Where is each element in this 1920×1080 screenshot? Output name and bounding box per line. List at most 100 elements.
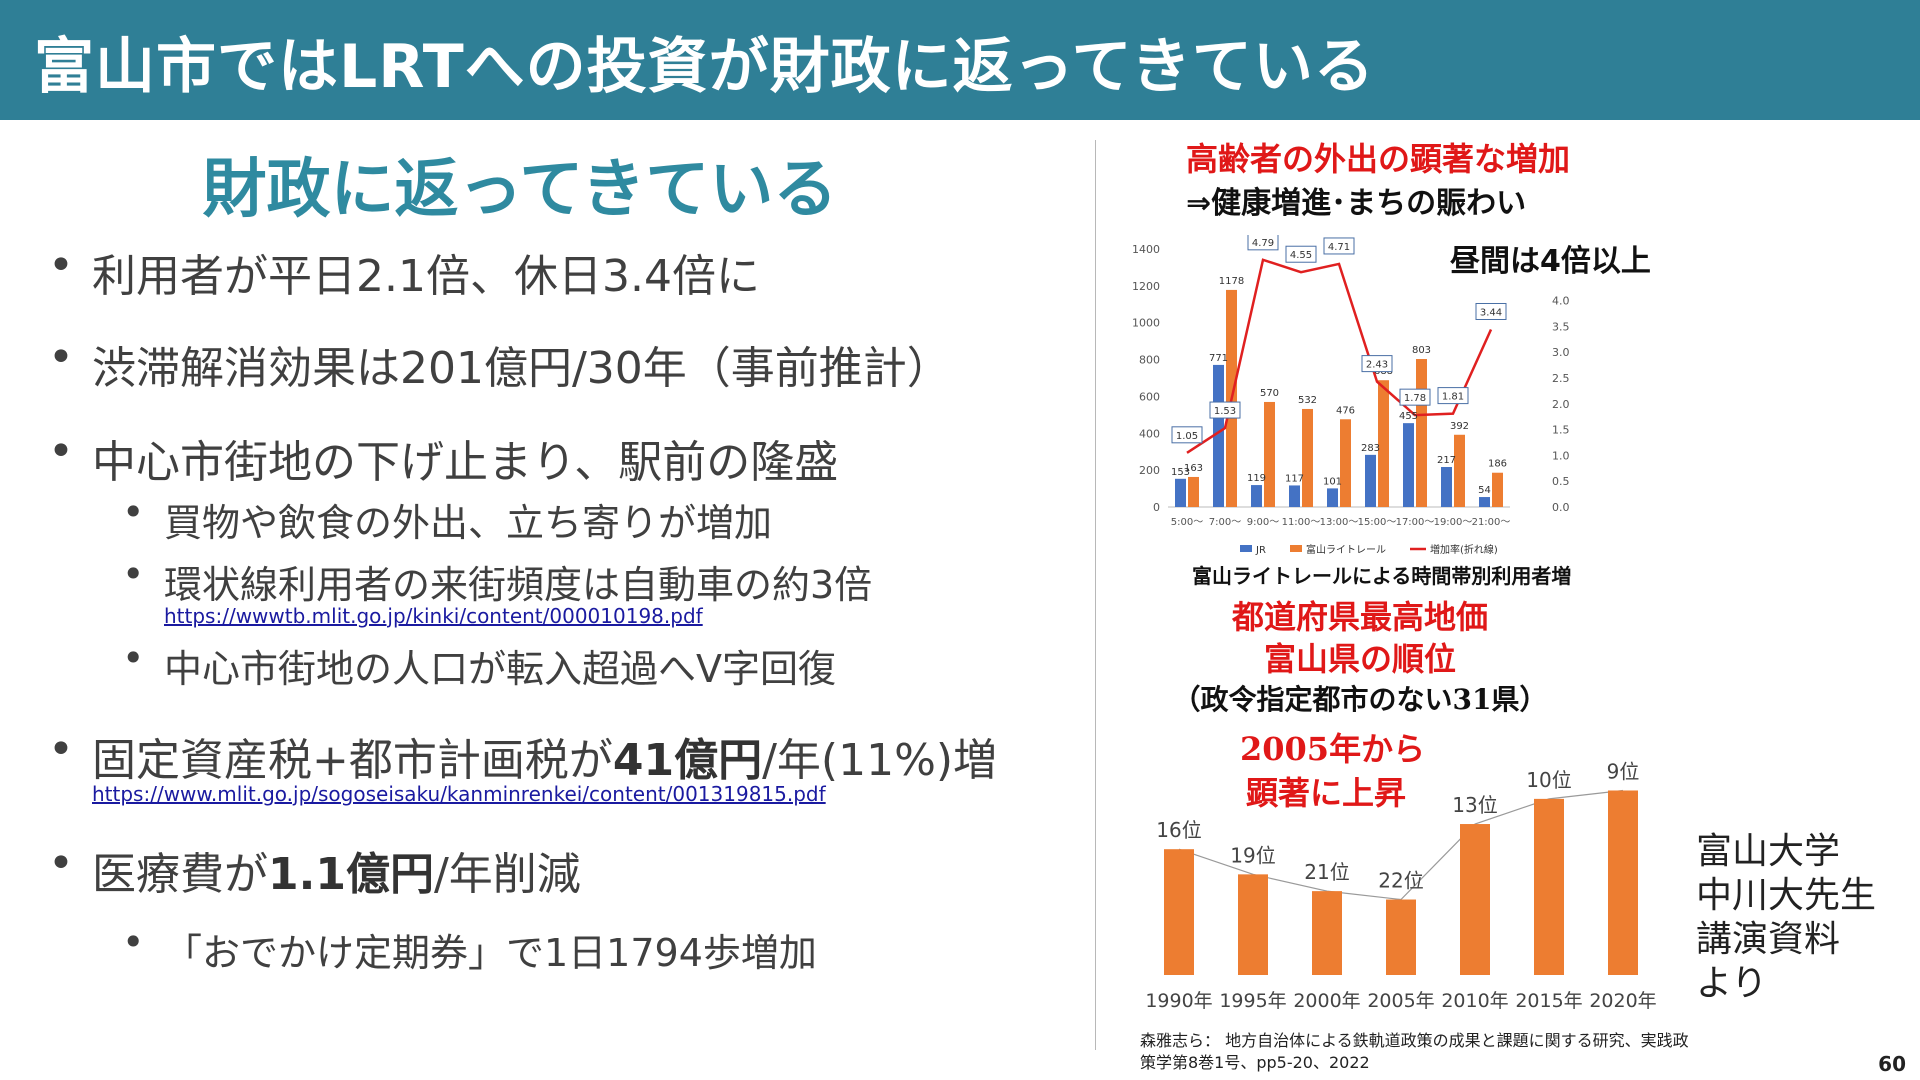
rank-value-label: 21位 [1304, 860, 1349, 884]
rank-value-label: 13位 [1452, 793, 1497, 817]
x-tick-label: 2015年 [1515, 990, 1582, 1012]
growth-rate-label: 3.44 [1480, 307, 1502, 318]
land-price-subtitle: 富山県の順位 [1263, 640, 1456, 678]
bar-light-rail [1416, 359, 1427, 507]
growth-rate-label: 4.55 [1290, 250, 1312, 261]
link-mlit-kanminrenkei[interactable]: https://www.mlit.go.jp/sogoseisaku/kanmi… [92, 782, 826, 806]
legend-label-jr: JR [1255, 545, 1266, 556]
y2-tick-label: 3.5 [1552, 320, 1570, 333]
rank-value-label: 9位 [1607, 759, 1640, 783]
legend-swatch-jr [1240, 545, 1252, 552]
sub-bullet-visit-frequency: • 環状線利用者の来街頻度は自動車の約3倍 [122, 552, 872, 609]
bullet-text: 中心市街地の人口が転入超過へV字回復 [164, 647, 836, 691]
y2-tick-label: 0.5 [1552, 475, 1570, 488]
rank-value-label: 19位 [1230, 843, 1275, 867]
growth-rate-box [1475, 302, 1507, 320]
bullet-ridership: • 利用者が平日2.1倍、休日3.4倍に [48, 240, 760, 304]
bar-jr [1251, 485, 1262, 507]
bullet-text: 利用者が平日2.1倍、休日3.4倍に [92, 251, 760, 302]
bar-light-rail [1340, 419, 1351, 507]
land-price-rank-chart: 16位 1990年 19位 1995年 21位 2000年 22位 2005年 13位 2010年… [1145, 759, 1656, 1012]
bullet-text: 固定資産税+都市計画税が [92, 735, 613, 786]
rank-bar [1608, 790, 1638, 975]
x-tick-label: 1990年 [1145, 990, 1212, 1012]
y-tick-label: 1200 [1132, 280, 1160, 293]
x-tick-label: 7:00～ [1209, 517, 1241, 528]
jr-value-label: 117 [1285, 473, 1304, 484]
y2-tick-label: 3.0 [1552, 346, 1570, 359]
rank-value-label: 16位 [1156, 818, 1201, 842]
growth-rate-label: 4.71 [1328, 242, 1350, 253]
daytime-note: 昼間は4倍以上 [1446, 236, 1655, 280]
x-tick-label: 1995年 [1219, 990, 1286, 1012]
y-tick-label: 200 [1139, 464, 1160, 477]
bar-jr [1175, 478, 1186, 507]
rank-bar [1386, 899, 1416, 975]
bar-jr [1403, 423, 1414, 507]
health-heading: ⇒健康増進･まちの賑わい [1186, 186, 1527, 221]
growth-rate-label: 1.78 [1404, 393, 1426, 404]
bullet-dot: • [48, 240, 74, 291]
bullet-property-tax: • 固定資産税+都市計画税が41億円/年(11%)増 [48, 724, 997, 788]
jr-value-label: 54 [1478, 485, 1491, 496]
y-tick-label: 400 [1139, 427, 1160, 440]
growth-rate-box [1361, 355, 1393, 373]
credit-line: 富山大学 [1696, 831, 1841, 872]
growth-rate-box [1285, 245, 1317, 263]
bar-light-rail [1454, 434, 1465, 507]
credit-line: 講演資料 [1696, 919, 1841, 960]
bullet-dot: • [122, 920, 145, 964]
light-rail-value-label: 803 [1412, 345, 1431, 356]
rank-bar [1164, 849, 1194, 975]
x-tick-label: 21:00～ [1472, 517, 1511, 528]
x-tick-label: 5:00～ [1171, 517, 1203, 528]
elderly-outing-heading: 高齢者の外出の顕著な増加 [1186, 140, 1571, 178]
bar-light-rail [1492, 472, 1503, 507]
chart1-caption: 富山ライトレールによる時間帯別利用者増 [1192, 564, 1572, 588]
x-tick-label: 2020年 [1589, 990, 1656, 1012]
x-tick-label: 15:00～ [1358, 517, 1397, 528]
y-tick-label: 0 [1153, 501, 1160, 514]
bar-jr [1327, 488, 1338, 507]
bullet-medical-cost: • 医療費が1.1億円/年削減 [48, 838, 581, 902]
y-tick-label: 600 [1139, 390, 1160, 403]
bullet-dot: • [122, 636, 145, 680]
bullet-text: 買物や飲食の外出、立ち寄りが増加 [164, 501, 773, 545]
rise-note-line2: 顕著に上昇 [1246, 774, 1407, 812]
light-rail-value-label: 570 [1260, 388, 1279, 399]
credit-line: 中川大先生 [1696, 875, 1877, 916]
legend-label-growth-rate: 増加率(折れ線) [1430, 543, 1498, 556]
legend-swatch-light-rail [1290, 545, 1302, 552]
rank-value-label: 22位 [1378, 869, 1423, 893]
bullet-downtown: • 中心市街地の下げ止まり、駅前の隆盛 [48, 426, 838, 490]
growth-rate-label: 4.79 [1252, 238, 1274, 249]
y2-tick-label: 2.0 [1552, 398, 1570, 411]
light-rail-value-label: 163 [1184, 463, 1203, 474]
y2-tick-label: 2.5 [1552, 372, 1570, 385]
credit-line: より [1696, 963, 1768, 1004]
sub-bullet-shopping: • 買物や飲食の外出、立ち寄りが増加 [122, 490, 773, 547]
x-tick-label: 2000年 [1293, 990, 1360, 1012]
column-divider [1095, 140, 1096, 1050]
bullet-emphasis: 41億円 [612, 735, 763, 786]
light-rail-value-label: 532 [1298, 395, 1317, 406]
bar-jr [1365, 454, 1376, 507]
y2-tick-label: 1.5 [1552, 424, 1570, 437]
rank-value-label: 10位 [1526, 768, 1571, 792]
x-tick-label: 2010年 [1441, 990, 1508, 1012]
bar-light-rail [1378, 380, 1389, 507]
x-tick-label: 17:00～ [1396, 517, 1435, 528]
jr-value-label: 101 [1323, 476, 1342, 487]
link-mlit-kinki[interactable]: https://wwwtb.mlit.go.jp/kinki/content/0… [164, 604, 703, 628]
light-rail-value-label: 392 [1450, 421, 1469, 432]
y-tick-label: 800 [1139, 354, 1160, 367]
bullet-dot: • [48, 332, 74, 383]
sub-bullet-steps: • 「おでかけ定期券」で1日1794歩増加 [122, 920, 817, 977]
growth-rate-box [1209, 401, 1241, 419]
growth-rate-box [1171, 426, 1203, 444]
bullet-text: /年削減 [433, 849, 581, 900]
x-tick-label: 11:00～ [1282, 517, 1321, 528]
jr-value-label: 771 [1209, 353, 1228, 364]
rank-bar [1312, 891, 1342, 975]
legend-label-light-rail: 富山ライトレール [1306, 543, 1386, 556]
